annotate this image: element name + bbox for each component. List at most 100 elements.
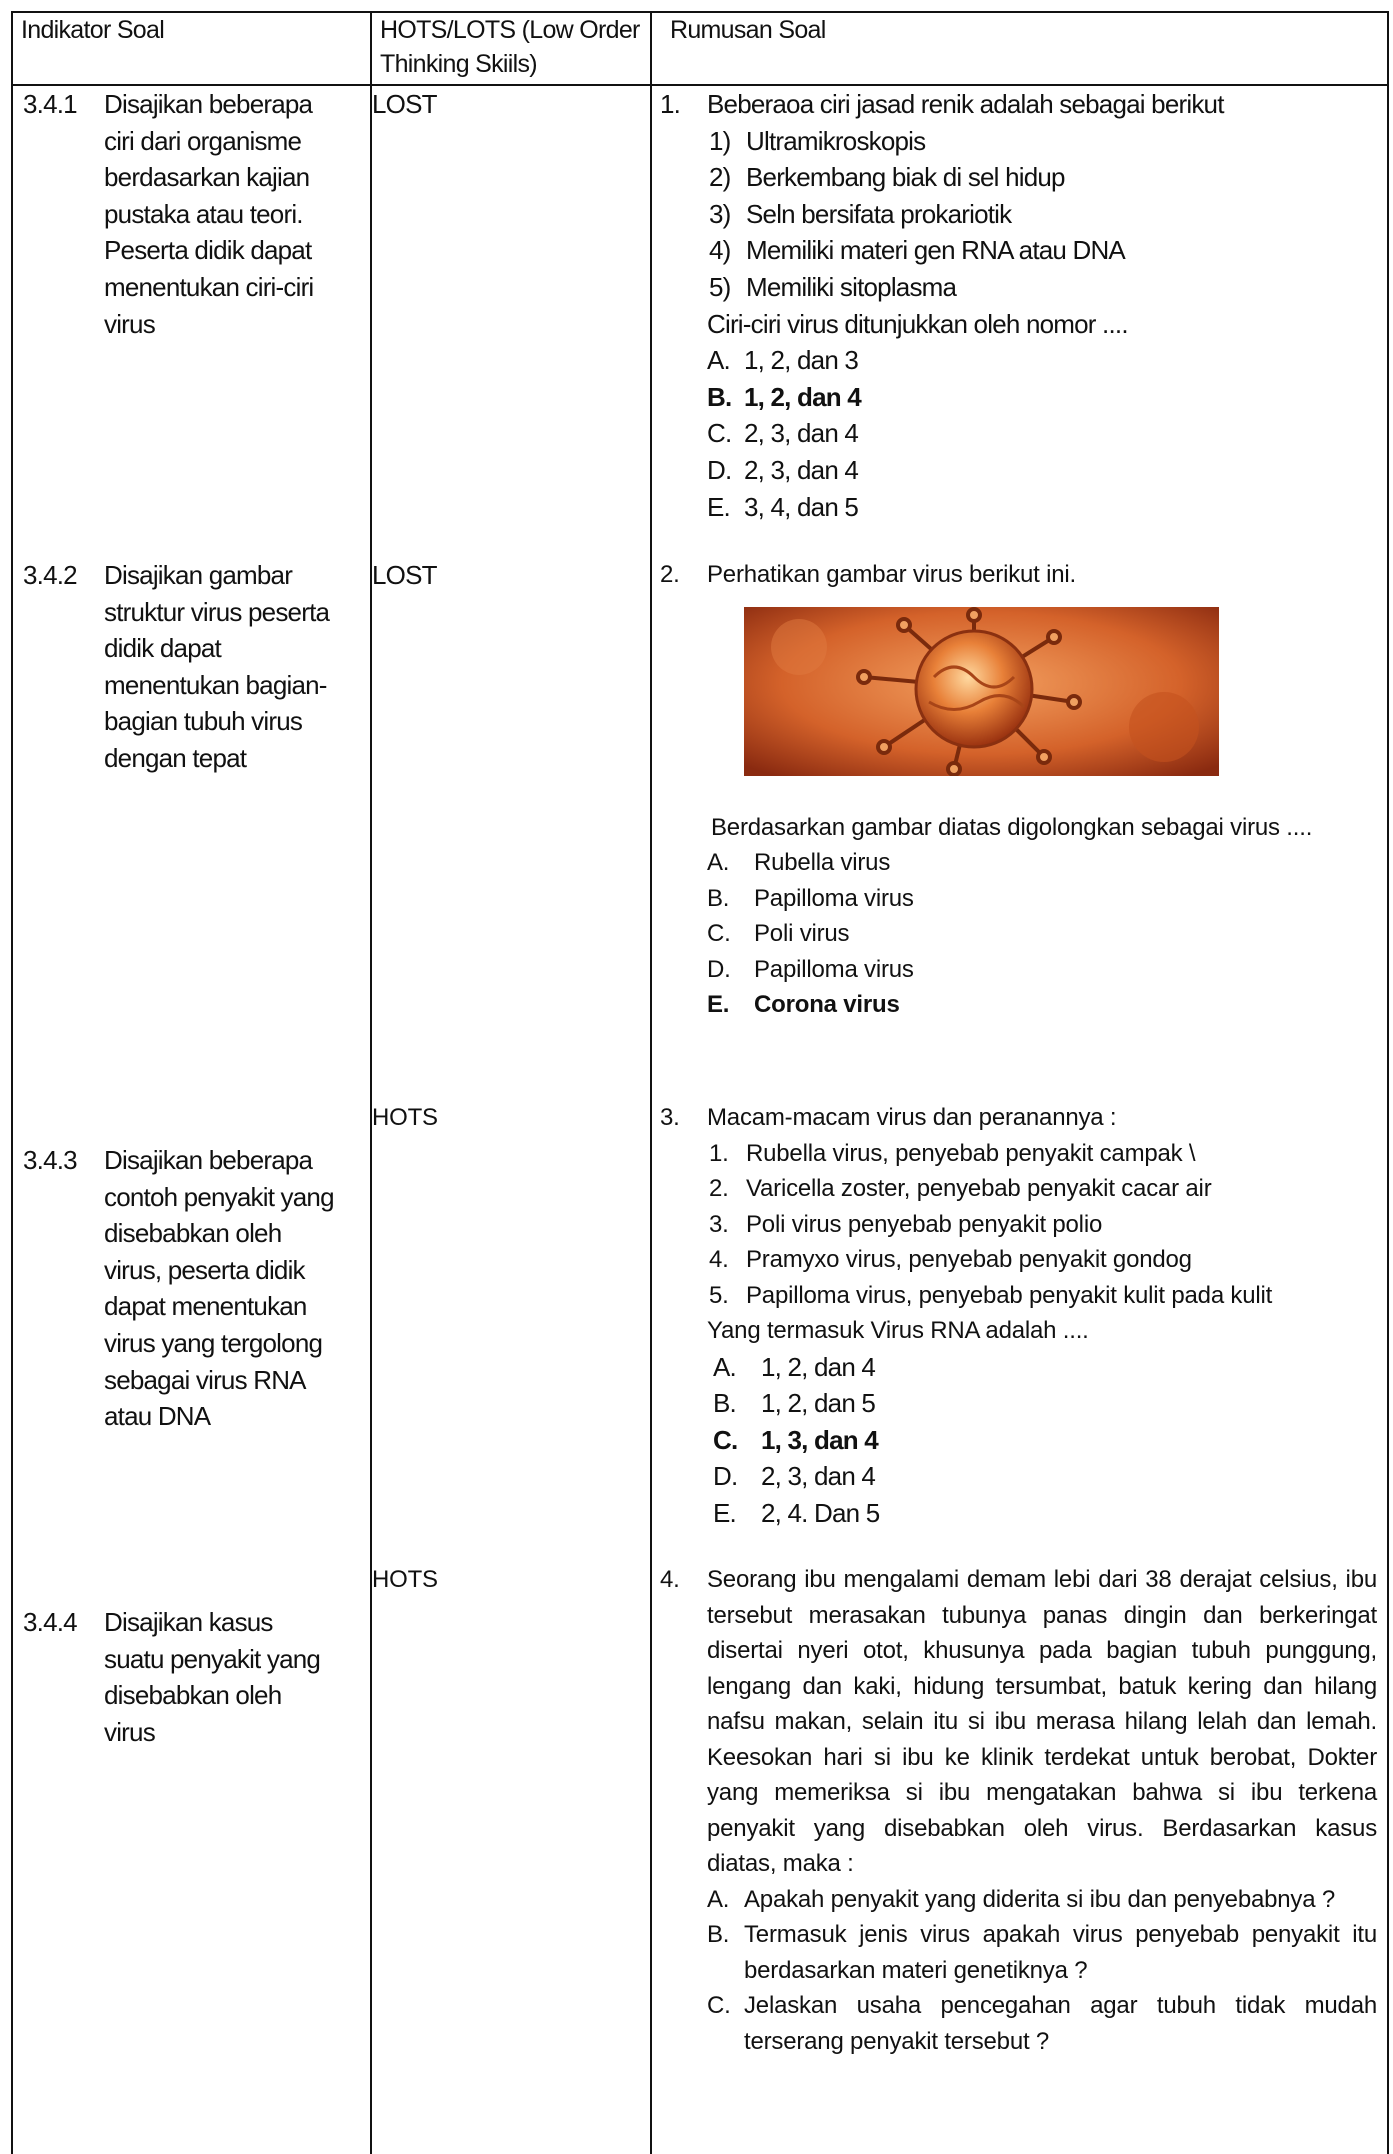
- item-number: 1.: [709, 1139, 729, 1167]
- indicator-line: Disajikan gambar: [104, 560, 293, 590]
- options: A. Apakah penyakit yang diderita si ibu d…: [707, 1882, 1377, 2060]
- question-stem: Beberaoa ciri jasad renik adalah sebagai…: [707, 89, 1224, 119]
- level-cell: LOST: [370, 85, 652, 541]
- option-letter: C.: [713, 1424, 738, 1455]
- item-number: 2.: [709, 1175, 729, 1202]
- indicator-line: disebabkan oleh: [104, 1680, 282, 1711]
- question: 2. Perhatikan gambar virus berikut ini. B…: [653, 541, 1386, 1023]
- indicator-line: dengan tepat: [104, 742, 247, 773]
- indicator-line: virus yang tergolong: [104, 1327, 323, 1358]
- indicator: 3.4.3 Disajikan beberapa contoh penyakit y…: [14, 1092, 369, 1435]
- question-table: Indikator Soal HOTS/LOTS (Low Order Thin…: [11, 11, 1389, 2154]
- question-cell: 1. Beberaoa ciri jasad renik adalah sebag…: [650, 85, 1389, 541]
- question-number: 4.: [660, 1566, 680, 1593]
- item-text: Ultramikroskopis: [746, 125, 926, 156]
- item-text: Memiliki materi gen RNA atau DNA: [746, 235, 1126, 266]
- question-number: 3.: [660, 1104, 680, 1131]
- indicator-line: disebabkan oleh: [104, 1218, 282, 1249]
- option: B. 1, 2, dan 4: [707, 379, 1377, 416]
- question-number: 1.: [660, 89, 681, 119]
- item-text: Seln bersifata prokariotik: [746, 198, 1012, 229]
- indicator-line: Peserta didik dapat: [104, 235, 312, 266]
- options: A. Rubella virus B. Papilloma virus C. Poli v…: [707, 845, 1377, 1023]
- indicator-line: dapat menentukan: [104, 1291, 307, 1322]
- header-row: Indikator Soal HOTS/LOTS (Low Order Thin…: [11, 11, 1389, 86]
- option-letter: B.: [707, 1921, 730, 1948]
- question-cell: 2. Perhatikan gambar virus berikut ini. B…: [650, 541, 1389, 1092]
- question-body: 1) Ultramikroskopis 2) Berkembang biak di s…: [707, 123, 1377, 526]
- option: D. Papilloma virus: [707, 952, 1377, 988]
- indicator-line: sebagai virus RNA: [104, 1364, 307, 1395]
- option-text: Poli virus: [754, 920, 850, 947]
- level: LOST: [372, 89, 438, 119]
- question-head: 1. Beberaoa ciri jasad renik adalah sebag…: [660, 86, 1377, 123]
- question-prompt: Berdasarkan gambar diatas digolongkan se…: [711, 813, 1313, 841]
- option-text: 1, 2, dan 4: [744, 381, 862, 412]
- indicator-line: virus: [104, 308, 156, 339]
- level-cell: LOST: [370, 541, 652, 1092]
- indicator-code: 3.4.2: [23, 560, 78, 590]
- question-body: A. Apakah penyakit yang diderita si ibu d…: [707, 1882, 1377, 2060]
- option-text: Rubella virus: [754, 849, 891, 876]
- question-stem: Seorang ibu mengalami demam lebi dari 38…: [707, 1566, 1377, 1877]
- option: B. 1, 2, dan 5: [713, 1385, 1377, 1422]
- item-number: 4.: [709, 1246, 729, 1273]
- question-head: 2. Perhatikan gambar virus berikut ini.: [660, 557, 1377, 593]
- indicator-code: 3.4.1: [23, 89, 78, 119]
- level: LOST: [372, 560, 438, 590]
- level-cell: HOTS: [370, 1092, 652, 1554]
- indicator-line: struktur virus peserta: [104, 596, 330, 627]
- table-row: 3.4.4 Disajikan kasus suatu penyakit yang d…: [11, 1554, 1389, 2154]
- question-stem: Perhatikan gambar virus berikut ini.: [707, 561, 1076, 588]
- option-letter: E.: [707, 491, 731, 522]
- option-letter: D.: [713, 1461, 738, 1492]
- option-text: 1, 3, dan 4: [761, 1424, 879, 1455]
- item-text: Pramyxo virus, penyebab penyakit gondog: [746, 1246, 1192, 1273]
- list-item: 4) Memiliki materi gen RNA atau DNA: [709, 232, 1377, 269]
- option-text: 1, 2, dan 5: [761, 1388, 876, 1419]
- indicator-line: Disajikan beberapa: [104, 1145, 313, 1175]
- option-letter: C.: [707, 920, 731, 947]
- option: A. 1, 2, dan 3: [707, 342, 1377, 379]
- indicator-line: virus: [104, 1716, 156, 1747]
- option-text: 2, 3, dan 4: [744, 418, 859, 449]
- option-text: Papilloma virus: [754, 955, 914, 983]
- option-text: Termasuk jenis virus apakah virus penyeb…: [744, 1921, 1377, 1984]
- option: C. 2, 3, dan 4: [707, 415, 1377, 452]
- option-letter: A.: [707, 345, 731, 376]
- indicator-line: atau DNA: [104, 1401, 211, 1432]
- question-body: 1. Rubella virus, penyebab penyakit campa…: [707, 1136, 1377, 1532]
- header-cell: HOTS/LOTS (Low Order Thinking Skiils): [370, 11, 652, 86]
- indicator: 3.4.2 Disajikan gambar struktur virus pese…: [14, 541, 369, 777]
- item-number: 2): [709, 162, 731, 193]
- indicator-text: Disajikan kasus suatu penyakit yang diseba…: [104, 1604, 369, 1750]
- question-prompt: Ciri-ciri virus ditunjukkan oleh nomor .…: [707, 308, 1129, 339]
- indicator-line: berdasarkan kajian: [104, 162, 310, 193]
- option-letter: A.: [707, 1885, 730, 1913]
- question-body: Berdasarkan gambar diatas digolongkan se…: [707, 606, 1377, 1023]
- list-item: 1. Rubella virus, penyebab penyakit campa…: [709, 1136, 1377, 1172]
- option: C. Jelaskan usaha pencegahan agar tubuh t…: [707, 1988, 1377, 2059]
- indicator: 3.4.4 Disajikan kasus suatu penyakit yang d…: [14, 1554, 369, 1750]
- option-letter: C.: [707, 1992, 731, 2019]
- option-text: Corona virus: [754, 991, 900, 1018]
- level: HOTS: [372, 1104, 438, 1131]
- item-number: 5.: [709, 1281, 729, 1309]
- question-head: 3. Macam-macam virus dan peranannya :: [660, 1100, 1377, 1136]
- option: C. 1, 3, dan 4: [713, 1422, 1377, 1459]
- indicator-code: 3.4.3: [23, 1145, 78, 1175]
- option: A. Apakah penyakit yang diderita si ibu d…: [707, 1882, 1377, 1918]
- list-item: 2. Varicella zoster, penyebab penyakit ca…: [709, 1171, 1377, 1207]
- indicator-line: Disajikan beberapa: [104, 89, 313, 119]
- question-cell: 3. Macam-macam virus dan peranannya : 1. Ru…: [650, 1092, 1389, 1554]
- table-row: 3.4.2 Disajikan gambar struktur virus pese…: [11, 541, 1389, 1092]
- item-text: Memiliki sitoplasma: [746, 271, 957, 302]
- option-text: 2, 4. Dan 5: [761, 1497, 880, 1528]
- item-text: Berkembang biak di sel hidup: [746, 162, 1066, 193]
- item-text: Varicella zoster, penyebab penyakit caca…: [746, 1175, 1212, 1202]
- list-item: 3) Seln bersifata prokariotik: [709, 196, 1377, 233]
- option-letter: B.: [707, 884, 730, 912]
- question-cell: 4. Seorang ibu mengalami demam lebi dari …: [650, 1554, 1389, 2154]
- option-letter: A.: [713, 1351, 737, 1382]
